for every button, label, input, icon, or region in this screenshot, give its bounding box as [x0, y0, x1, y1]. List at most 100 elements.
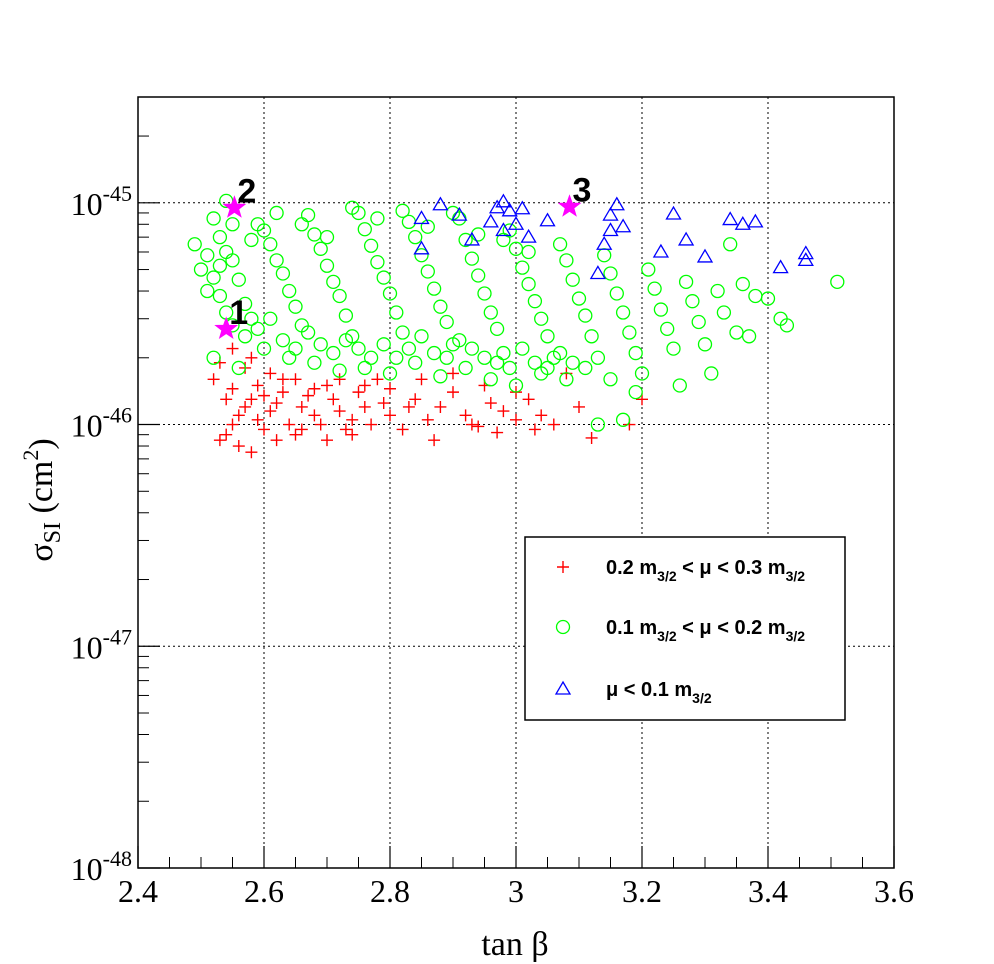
legend-triangle-icon	[554, 680, 572, 695]
circle-point	[313, 337, 328, 352]
circle-point	[288, 299, 303, 314]
triangle-point	[413, 210, 430, 225]
circle-point	[565, 272, 580, 287]
triangle-point	[797, 245, 814, 260]
circle-point	[357, 360, 372, 376]
circle-point	[307, 355, 322, 370]
triangle-point	[734, 215, 751, 230]
plus-point	[226, 418, 239, 431]
plus-point	[585, 431, 598, 444]
plus-point	[365, 418, 378, 431]
circle-point	[300, 207, 316, 223]
triangle-point	[589, 265, 607, 280]
legend-circle-icon	[555, 619, 571, 635]
y-label-unit-exponent: 2	[18, 450, 43, 461]
circle-point	[678, 274, 694, 290]
x-tick-label: 3.2	[622, 873, 662, 909]
plus-point	[377, 397, 390, 410]
circle-point	[395, 325, 410, 340]
circle-point	[363, 238, 379, 253]
circle-point	[225, 217, 240, 232]
circle-point	[439, 314, 454, 330]
legend-entry: 0.2 m3/2 < μ < 0.3 m3/2	[606, 557, 805, 584]
circle-point	[515, 260, 530, 275]
circle-point	[483, 305, 498, 320]
plus-point	[573, 400, 585, 413]
plus-point	[308, 409, 321, 422]
triangle-point	[772, 259, 789, 274]
triangle-point	[596, 235, 613, 250]
plus-point	[213, 434, 226, 447]
plus-point	[270, 434, 283, 447]
circle-point	[250, 321, 265, 337]
plus-point	[402, 400, 415, 413]
circle-point	[200, 248, 215, 263]
circle-point	[578, 308, 593, 323]
plus-point	[207, 373, 220, 386]
triangle-point	[677, 231, 695, 246]
data-points	[187, 193, 845, 459]
plus-point	[276, 373, 289, 386]
circle-point	[269, 205, 284, 221]
circle-point	[830, 274, 845, 290]
circle-point	[300, 325, 316, 340]
circle-point	[521, 276, 536, 292]
circle-point	[559, 372, 574, 387]
plus-point	[358, 379, 371, 392]
circle-point	[565, 355, 580, 370]
circle-point	[748, 288, 763, 304]
circle-point	[244, 232, 259, 248]
circle-point	[615, 412, 631, 427]
circle-point	[508, 378, 524, 393]
circle-point	[590, 417, 606, 432]
circle-point	[452, 333, 467, 348]
circle-point	[471, 268, 486, 283]
circle-point	[433, 299, 448, 314]
circle-point	[622, 325, 637, 340]
plus-point	[384, 382, 396, 395]
circle-point	[760, 291, 776, 306]
circle-point	[294, 217, 309, 232]
circle-point	[628, 345, 643, 361]
circle-point	[382, 286, 398, 301]
circle-point	[704, 366, 719, 381]
y-axis-label: σSI (cm2)	[18, 438, 66, 561]
circle-point	[426, 345, 442, 361]
x-axis-label: tan β	[481, 926, 548, 963]
plus-point	[510, 413, 522, 426]
plus-point	[289, 373, 302, 386]
plus-point	[497, 405, 510, 418]
plus-point	[535, 409, 548, 422]
circle-point	[660, 321, 675, 337]
circle-point	[691, 314, 706, 330]
circle-point	[735, 276, 750, 292]
circle-point	[458, 360, 473, 376]
circle-point	[408, 355, 423, 370]
circle-point	[647, 281, 662, 296]
circle-point	[256, 223, 272, 238]
circle-point	[237, 296, 253, 312]
circle-point	[464, 251, 480, 266]
circle-point	[527, 355, 543, 370]
circle-point	[458, 232, 473, 248]
circle-point	[275, 333, 291, 348]
x-tick-label: 3.6	[874, 873, 914, 909]
circle-point	[559, 253, 574, 268]
plus-point	[491, 426, 504, 439]
circle-point	[716, 305, 732, 320]
triangle-point	[652, 243, 670, 258]
plus-point	[434, 400, 447, 413]
circle-point	[338, 308, 354, 323]
circle-point	[741, 329, 757, 344]
star-marker	[214, 316, 239, 339]
circle-point	[590, 350, 606, 365]
circle-point	[489, 355, 505, 370]
triangle-point	[432, 196, 449, 211]
legend-entry: 0.1 m3/2 < μ < 0.2 m3/2	[606, 617, 805, 644]
circle-point	[672, 378, 687, 393]
circle-point	[527, 294, 543, 309]
circle-point	[370, 254, 385, 270]
circle-point	[332, 288, 347, 304]
circle-point	[584, 329, 599, 344]
circle-point	[779, 318, 795, 333]
